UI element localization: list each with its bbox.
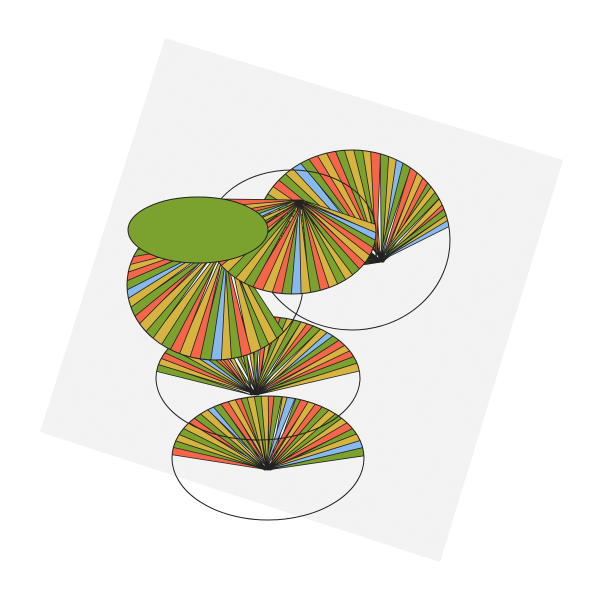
stripe-segment [369, 150, 383, 263]
sculpture [126, 149, 451, 521]
stripe-segment [379, 178, 450, 263]
stripe-segment [376, 170, 450, 263]
top-cap [127, 196, 269, 264]
stripe-segment [255, 356, 360, 396]
cylinder-outline [171, 395, 365, 521]
stripe-segment [377, 186, 450, 263]
stripe-segment [267, 439, 364, 471]
stripe-segment [246, 396, 268, 471]
stripe-segment [256, 396, 271, 471]
